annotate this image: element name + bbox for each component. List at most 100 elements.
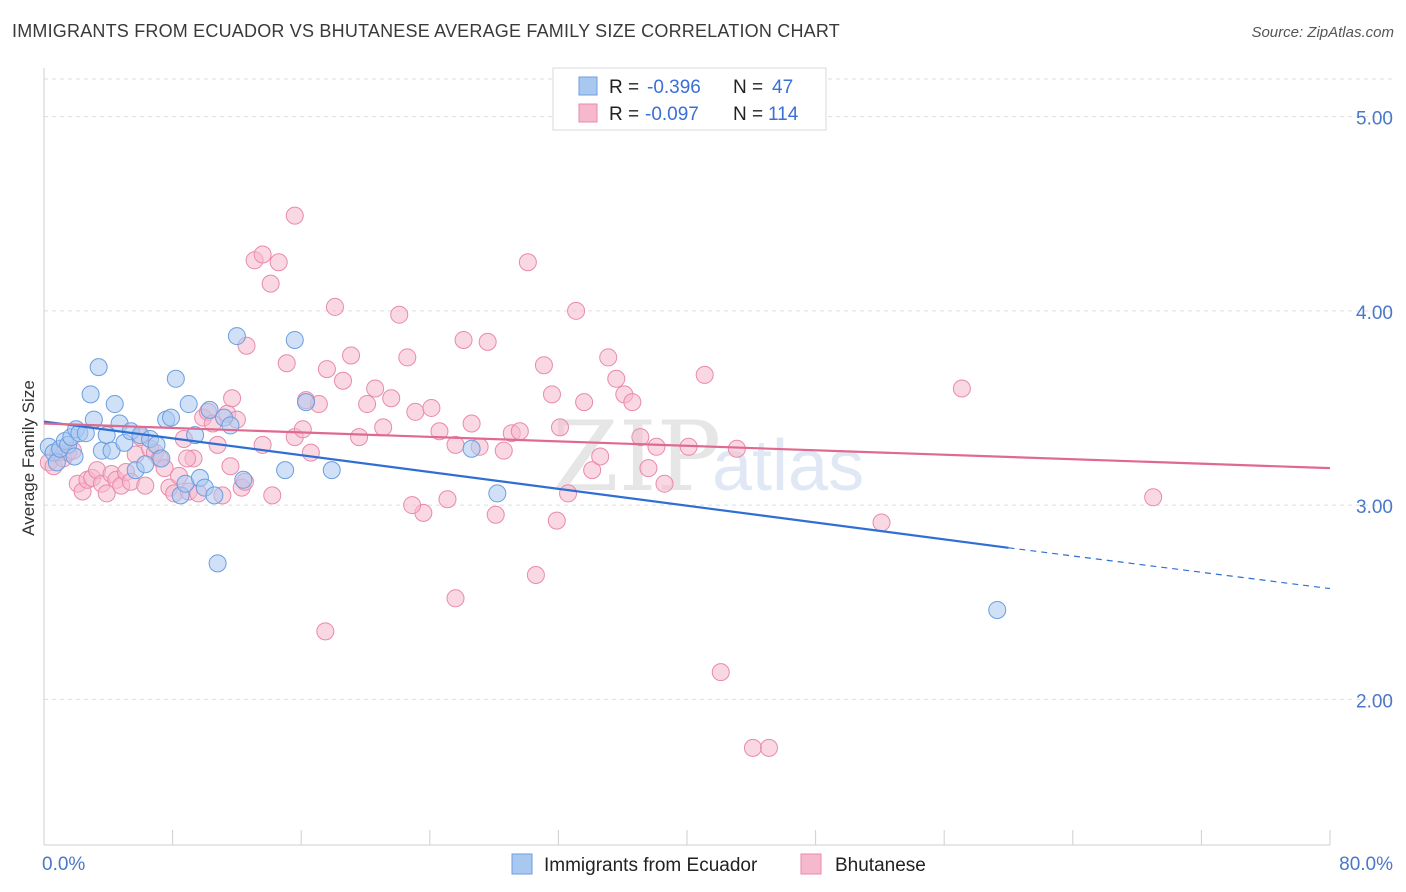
ecuador-point-17 <box>105 395 124 414</box>
bhutanese-point-77 <box>526 565 545 584</box>
bhutanese-point-83 <box>575 393 594 412</box>
legend-n-label-ecuador: N = <box>733 77 763 98</box>
trend-lines <box>43 420 1331 590</box>
trend-line-ecuador-extension <box>1008 547 1331 590</box>
y-tick-labels: 2.00 3.00 4.00 5.00 <box>1356 109 1393 713</box>
bhutanese-point-113 <box>1144 488 1163 507</box>
bhutanese-point-60 <box>390 305 409 324</box>
bhutanese-point-65 <box>430 422 449 441</box>
ecuador-point-32 <box>179 395 198 414</box>
bhutanese-point-53 <box>333 371 352 390</box>
ecuador-point-28 <box>161 408 180 427</box>
bhutanese-point-104 <box>285 206 304 225</box>
legend-swatch-ecuador <box>578 76 598 96</box>
bhutanese-point-92 <box>647 437 666 456</box>
x-tick-label-right: 80.0% <box>1339 854 1393 875</box>
ecuador-point-37 <box>205 486 224 505</box>
bhutanese-point-12 <box>97 484 116 503</box>
bhutanese-point-107 <box>547 511 566 530</box>
bhutanese-point-51 <box>317 360 336 379</box>
bhutanese-point-71 <box>478 332 497 351</box>
bhutanese-point-85 <box>591 447 610 466</box>
y-axis-label: Average Family Size <box>19 380 38 536</box>
bhutanese-point-79 <box>542 385 561 404</box>
bhutanese-point-48 <box>293 420 312 439</box>
legend-r-label-ecuador: R = <box>609 77 639 98</box>
legend-n-value-ecuador: 47 <box>772 77 793 98</box>
bhutanese-point-49 <box>301 443 320 462</box>
ecuador-point-43 <box>276 461 295 480</box>
bottom-legend-label-ecuador: Immigrants from Ecuador <box>544 855 758 876</box>
ecuador-point-42 <box>234 470 253 489</box>
legend-box <box>552 67 827 131</box>
trend-line-ecuador <box>43 420 1009 549</box>
legend-swatch-bhutanese <box>578 103 598 123</box>
bhutanese-point-86 <box>599 348 618 367</box>
ecuador-point-44 <box>285 330 304 349</box>
bhutanese-point-93 <box>655 474 674 493</box>
source-credit: Source: ZipAtlas.com <box>1251 24 1394 41</box>
bhutanese-point-76 <box>518 253 537 272</box>
bhutanese-point-69 <box>462 414 481 433</box>
legend-r-value-bhutanese: -0.097 <box>645 104 699 125</box>
ecuador-point-26 <box>152 449 171 468</box>
legend-n-value-bhutanese: 114 <box>768 104 799 125</box>
y-tick-label-3: 5.00 <box>1356 109 1393 130</box>
bhutanese-point-20 <box>136 476 155 495</box>
bhutanese-point-109 <box>178 449 197 468</box>
bhutanese-point-101 <box>952 379 971 398</box>
bhutanese-point-58 <box>374 418 393 437</box>
bhutanese-point-87 <box>607 369 626 388</box>
bhutanese-point-80 <box>551 418 570 437</box>
y-tick-label-1: 3.00 <box>1356 497 1393 518</box>
bhutanese-point-102 <box>221 457 240 476</box>
bhutanese-point-89 <box>623 393 642 412</box>
watermark-zip: ZIP <box>552 401 721 513</box>
bhutanese-point-81 <box>559 484 578 503</box>
bottom-legend-swatch-bhutanese <box>800 853 822 875</box>
legend: R = -0.396 N = 47 R = -0.097 N = 114 <box>552 67 827 131</box>
bhutanese-point-43 <box>253 245 272 264</box>
bhutanese-point-45 <box>269 253 288 272</box>
bhutanese-point-54 <box>342 346 361 365</box>
bhutanese-point-98 <box>743 738 762 757</box>
chart-title: IMMIGRANTS FROM ECUADOR VS BHUTANESE AVE… <box>12 21 840 41</box>
bhutanese-point-64 <box>422 398 441 417</box>
ecuador-point-29 <box>166 369 185 388</box>
bhutanese-point-56 <box>358 395 377 414</box>
gridlines <box>44 78 1392 700</box>
series-ecuador-points <box>39 327 1007 619</box>
bhutanese-point-95 <box>695 365 714 384</box>
bhutanese-point-82 <box>567 301 586 320</box>
ecuador-point-47 <box>462 439 481 458</box>
bhutanese-point-84 <box>583 461 602 480</box>
bhutanese-point-108 <box>316 622 335 641</box>
ecuador-point-13 <box>89 358 108 377</box>
ecuador-point-33 <box>186 426 205 445</box>
bhutanese-point-73 <box>494 441 513 460</box>
ecuador-point-38 <box>208 554 227 573</box>
bhutanese-point-72 <box>486 505 505 524</box>
bhutanese-point-55 <box>350 428 369 447</box>
ecuador-point-48 <box>488 484 507 503</box>
bhutanese-point-38 <box>223 389 242 408</box>
bhutanese-point-111 <box>263 486 282 505</box>
bhutanese-point-59 <box>382 389 401 408</box>
bhutanese-point-75 <box>510 422 529 441</box>
y-tick-label-0: 2.00 <box>1356 691 1393 712</box>
bottom-legend-label-bhutanese: Bhutanese <box>835 855 926 876</box>
legend-n-label-bhutanese: N = <box>733 104 763 125</box>
bhutanese-point-67 <box>446 589 465 608</box>
bhutanese-point-61 <box>398 348 417 367</box>
ecuador-point-45 <box>297 393 316 412</box>
ecuador-point-40 <box>221 416 240 435</box>
x-ticks <box>172 830 1331 845</box>
watermark-atlas: atlas <box>712 426 864 506</box>
ecuador-point-36 <box>200 400 219 419</box>
bhutanese-point-66 <box>438 490 457 509</box>
bottom-legend: Immigrants from Ecuador Bhutanese <box>511 853 926 876</box>
bhutanese-point-100 <box>872 513 891 532</box>
bhutanese-point-57 <box>366 379 385 398</box>
ecuador-point-7 <box>65 447 84 466</box>
